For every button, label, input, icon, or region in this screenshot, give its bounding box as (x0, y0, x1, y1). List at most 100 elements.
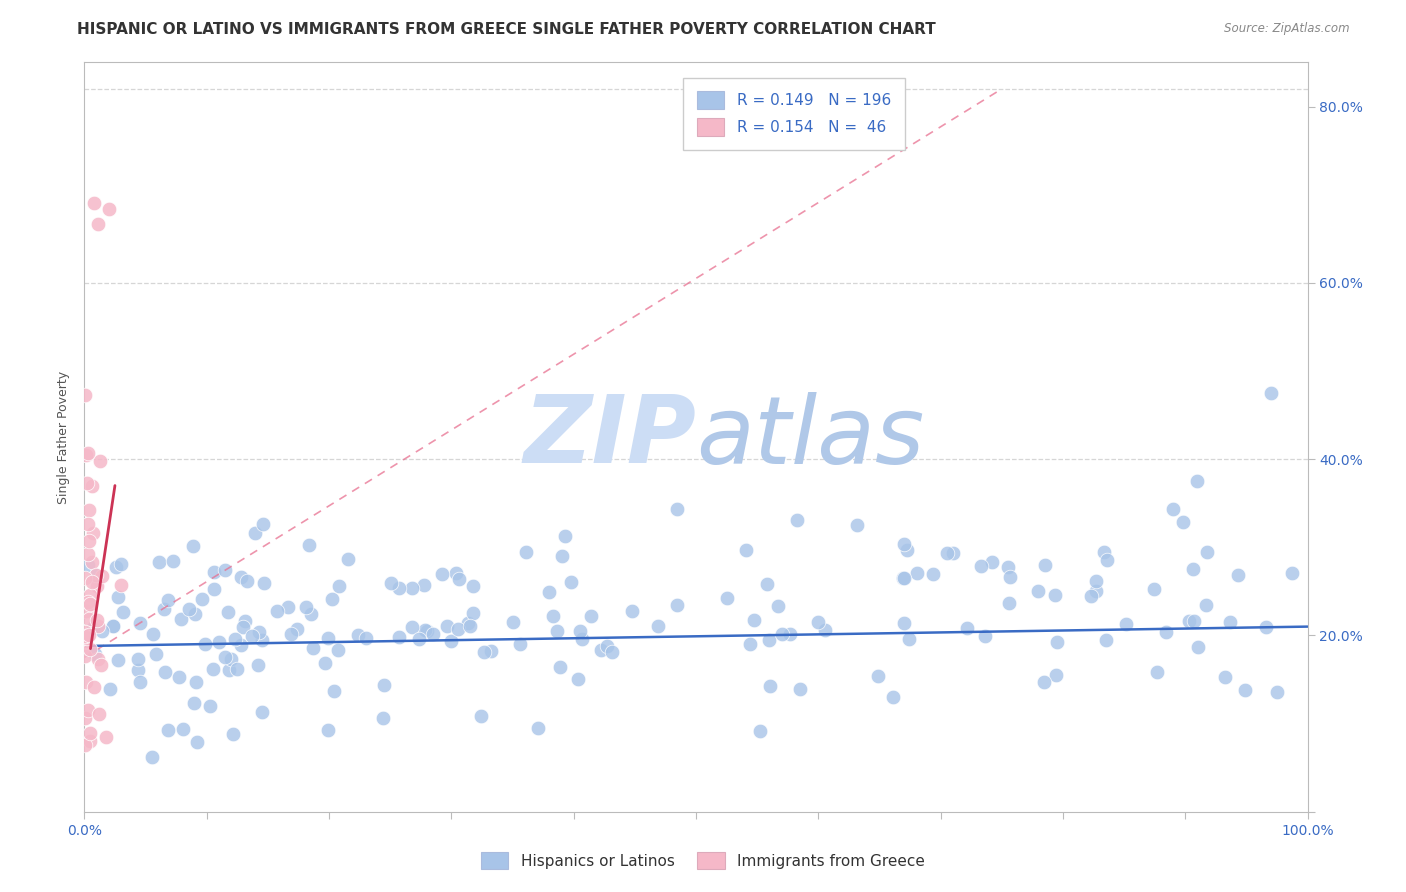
Point (980, 555, 1002, 569)
Point (183, 696, 205, 710)
Point (1146, 665, 1168, 679)
Point (321, 592, 343, 607)
Point (101, 619, 124, 633)
Point (86, 613, 108, 627)
Point (186, 735, 208, 749)
Text: HISPANIC OR LATINO VS IMMIGRANTS FROM GREECE SINGLE FATHER POVERTY CORRELATION C: HISPANIC OR LATINO VS IMMIGRANTS FROM GR… (77, 22, 936, 37)
Point (236, 574, 259, 588)
Point (75, 604, 97, 618)
Point (82, 526, 104, 541)
Point (1182, 562, 1205, 576)
Point (373, 677, 395, 691)
Point (202, 582, 225, 596)
Point (91, 624, 114, 639)
Point (77, 446, 100, 460)
Point (1143, 582, 1166, 597)
Point (73, 571, 96, 585)
Point (110, 578, 132, 592)
Point (243, 525, 266, 540)
Point (231, 638, 253, 652)
Point (666, 598, 689, 612)
Point (647, 618, 669, 632)
Point (83, 680, 105, 694)
Point (181, 539, 204, 553)
Point (509, 637, 531, 651)
Point (167, 670, 190, 684)
Point (956, 621, 979, 635)
Point (83, 196, 105, 211)
Point (221, 727, 243, 741)
Text: atlas: atlas (696, 392, 924, 483)
Point (766, 599, 789, 614)
Point (107, 653, 129, 667)
Point (1046, 635, 1069, 649)
Point (129, 674, 152, 689)
Point (76, 631, 98, 645)
Point (112, 605, 135, 619)
Point (98, 681, 121, 696)
Point (440, 633, 463, 648)
Point (380, 576, 402, 591)
Point (789, 681, 811, 696)
Point (277, 600, 299, 615)
Point (76, 475, 98, 490)
Point (1265, 685, 1288, 699)
Point (734, 543, 756, 558)
Point (328, 642, 350, 657)
Point (716, 591, 738, 606)
Point (252, 632, 274, 647)
Point (79, 641, 101, 656)
Point (233, 614, 256, 628)
Point (75, 448, 97, 462)
Point (76, 547, 98, 561)
Point (560, 574, 582, 589)
Point (82, 621, 104, 635)
Point (969, 559, 991, 574)
Point (998, 570, 1021, 584)
Point (1154, 624, 1177, 639)
Point (998, 596, 1021, 610)
Point (463, 579, 485, 593)
Point (247, 625, 270, 640)
Point (214, 649, 236, 664)
Point (371, 711, 394, 725)
Point (127, 664, 149, 678)
Point (893, 571, 915, 585)
Point (446, 622, 468, 636)
Point (1233, 683, 1256, 698)
Point (1028, 584, 1050, 599)
Point (749, 724, 772, 739)
Point (172, 722, 194, 736)
Point (101, 619, 124, 633)
Point (401, 581, 423, 595)
Point (1045, 668, 1067, 682)
Point (314, 656, 336, 670)
Legend: R = 0.149   N = 196, R = 0.154   N =  46: R = 0.149 N = 196, R = 0.154 N = 46 (683, 78, 904, 150)
Point (298, 538, 321, 552)
Point (740, 637, 762, 651)
Point (162, 554, 184, 568)
Point (430, 566, 453, 581)
Point (444, 566, 467, 580)
Point (973, 628, 995, 642)
Point (408, 632, 430, 647)
Point (1094, 545, 1116, 559)
Y-axis label: Single Father Poverty: Single Father Poverty (58, 370, 70, 504)
Point (758, 632, 780, 647)
Point (328, 579, 350, 593)
Point (1115, 616, 1137, 631)
Point (596, 640, 619, 654)
Point (79, 726, 101, 740)
Point (86, 567, 108, 582)
Point (250, 705, 273, 719)
Point (169, 612, 191, 626)
Point (472, 645, 495, 659)
Point (1178, 614, 1201, 628)
Point (177, 602, 200, 616)
Legend: Hispanics or Latinos, Immigrants from Greece: Hispanics or Latinos, Immigrants from Gr… (475, 846, 931, 875)
Point (77, 558, 100, 572)
Point (191, 592, 214, 607)
Point (1187, 474, 1209, 488)
Point (75, 674, 97, 689)
Point (87, 619, 110, 633)
